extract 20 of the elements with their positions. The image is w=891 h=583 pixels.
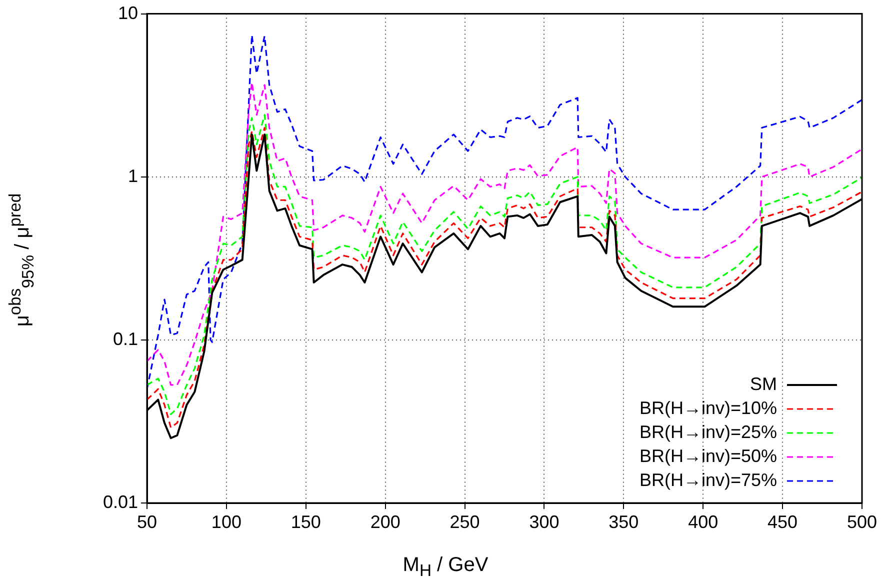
x-tick-label: 200: [370, 512, 400, 532]
x-tick-label: 100: [211, 512, 242, 532]
y-tick-label: 0.01: [102, 492, 138, 512]
legend-label: BR(H→inv)=10%: [639, 398, 777, 418]
x-tick-label: 150: [290, 512, 321, 532]
x-tick-label: 50: [136, 512, 158, 532]
y-tick-label: 10: [118, 2, 138, 23]
legend-label: BR(H→inv)=25%: [639, 422, 777, 442]
x-tick-label: 500: [846, 512, 878, 532]
x-tick-label: 450: [768, 512, 798, 532]
x-axis-title: M$_{H}$ / GeV: [402, 553, 490, 582]
legend-label: BR(H→inv)=75%: [639, 470, 777, 490]
y-tick-label: 1: [128, 166, 138, 186]
x-tick-label: 400: [688, 512, 718, 532]
x-tick-label: 350: [608, 512, 639, 532]
legend-label: SM: [750, 374, 777, 394]
legend-label: BR(H→inv)=50%: [639, 446, 777, 466]
x-tick-label: 300: [529, 512, 560, 532]
y-tick-label: 0.1: [112, 328, 138, 349]
x-tick-label: 250: [450, 512, 480, 532]
